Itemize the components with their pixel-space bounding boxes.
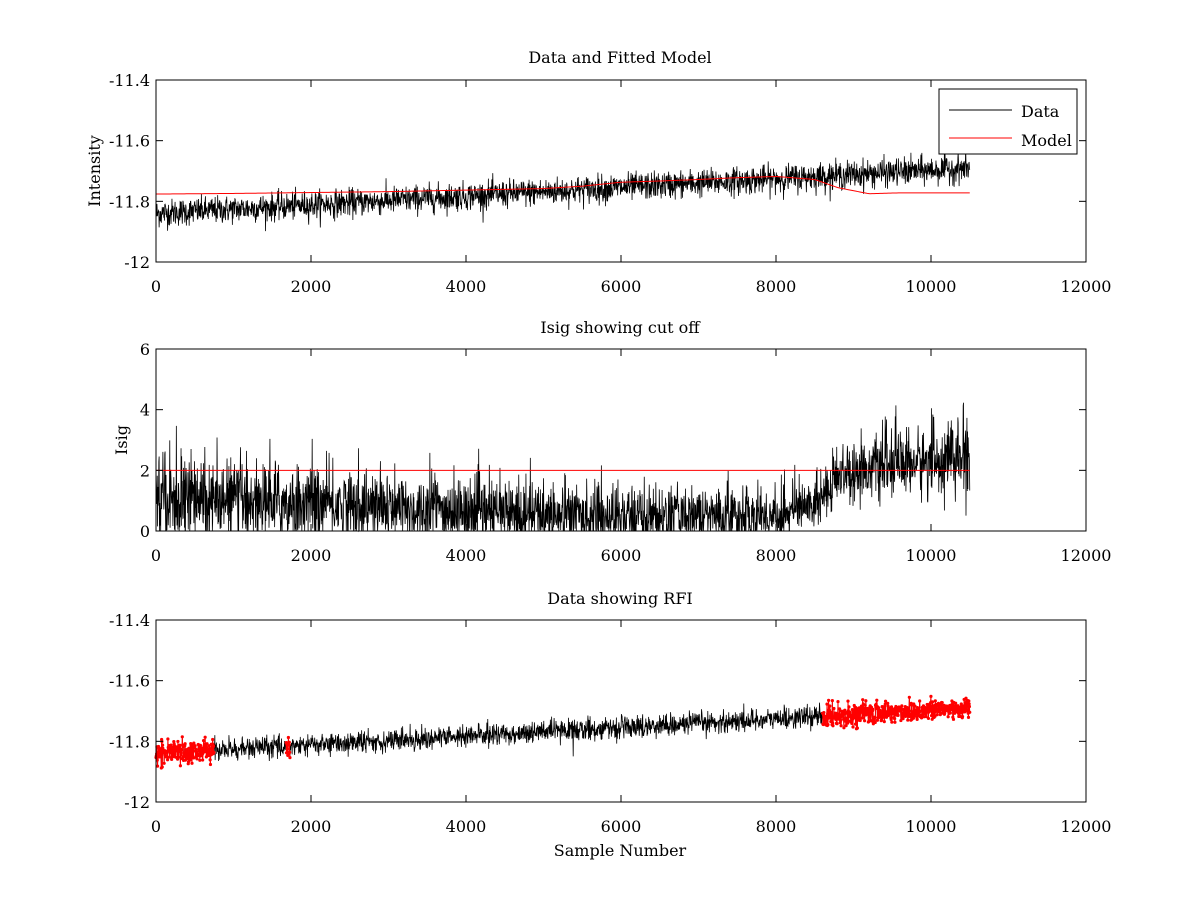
panel-data-showing-rfi: Data showing RFI 0 2000 4000 6000 8000 10000 1…: [109, 589, 1111, 860]
x-tick-label: 12000: [1061, 277, 1112, 296]
x-tick-label: 4000: [446, 546, 487, 565]
x-tick-label: 8000: [756, 277, 797, 296]
x-tick-label: 2000: [291, 277, 332, 296]
y-tick-label: 6: [140, 340, 150, 359]
x-tick-label: 6000: [601, 546, 642, 565]
series-line-model: [155, 175, 970, 195]
x-tick-label: 0: [151, 817, 161, 836]
x-tick-label: 2000: [291, 546, 332, 565]
rfi-segment: [822, 696, 971, 729]
y-tick-label: 0: [140, 522, 150, 541]
x-tick-label: 0: [151, 546, 161, 565]
legend-model-label: Model: [1021, 131, 1072, 150]
y-tick-label: -12: [124, 793, 150, 812]
panel-1-y-label: Intensity: [85, 135, 104, 207]
panel-1-title: Data and Fitted Model: [528, 48, 711, 67]
legend-box: [938, 88, 1078, 155]
rfi-segment: [155, 736, 215, 769]
y-tick-label: -12: [124, 253, 150, 272]
y-tick-label: -11.8: [109, 192, 150, 211]
x-tick-label: 4000: [446, 817, 487, 836]
x-tick-label: 8000: [756, 817, 797, 836]
legend-data-label: Data: [1021, 102, 1060, 121]
x-tick-label: 6000: [601, 277, 642, 296]
x-tick-label: 10000: [906, 817, 957, 836]
legend: Data Model: [938, 88, 1078, 155]
series-line-data: [155, 148, 971, 232]
y-tick-label: 4: [140, 401, 150, 420]
panel-3-x-label: Sample Number: [554, 841, 687, 860]
x-tick-label: 4000: [446, 277, 487, 296]
y-tick-label: -11.4: [109, 71, 150, 90]
x-tick-label: 2000: [291, 817, 332, 836]
panel-3-title: Data showing RFI: [547, 589, 692, 608]
x-tick-label: 12000: [1061, 546, 1112, 565]
y-tick-label: -11.6: [109, 672, 150, 691]
rfi-segment: [285, 737, 291, 758]
panel-data-and-fitted-model: Data and Fitted Model Intensity 0 2000 400…: [85, 48, 1111, 296]
x-tick-label: 0: [151, 277, 161, 296]
panel-2-y-label: Isig: [112, 425, 131, 455]
series-line-isig: [155, 402, 971, 533]
panel-isig-cut-off: Isig showing cut off Isig 0 2000 4000 6000 8…: [112, 318, 1111, 565]
x-tick-label: 10000: [906, 546, 957, 565]
x-tick-label: 6000: [601, 817, 642, 836]
y-tick-label: -11.8: [109, 732, 150, 751]
x-tick-label: 10000: [906, 277, 957, 296]
x-tick-label: 12000: [1061, 817, 1112, 836]
x-tick-label: 8000: [756, 546, 797, 565]
y-tick-label: -11.4: [109, 611, 150, 630]
y-tick-label: 2: [140, 461, 150, 480]
panel-2-title: Isig showing cut off: [540, 318, 701, 337]
y-tick-label: -11.6: [109, 132, 150, 151]
